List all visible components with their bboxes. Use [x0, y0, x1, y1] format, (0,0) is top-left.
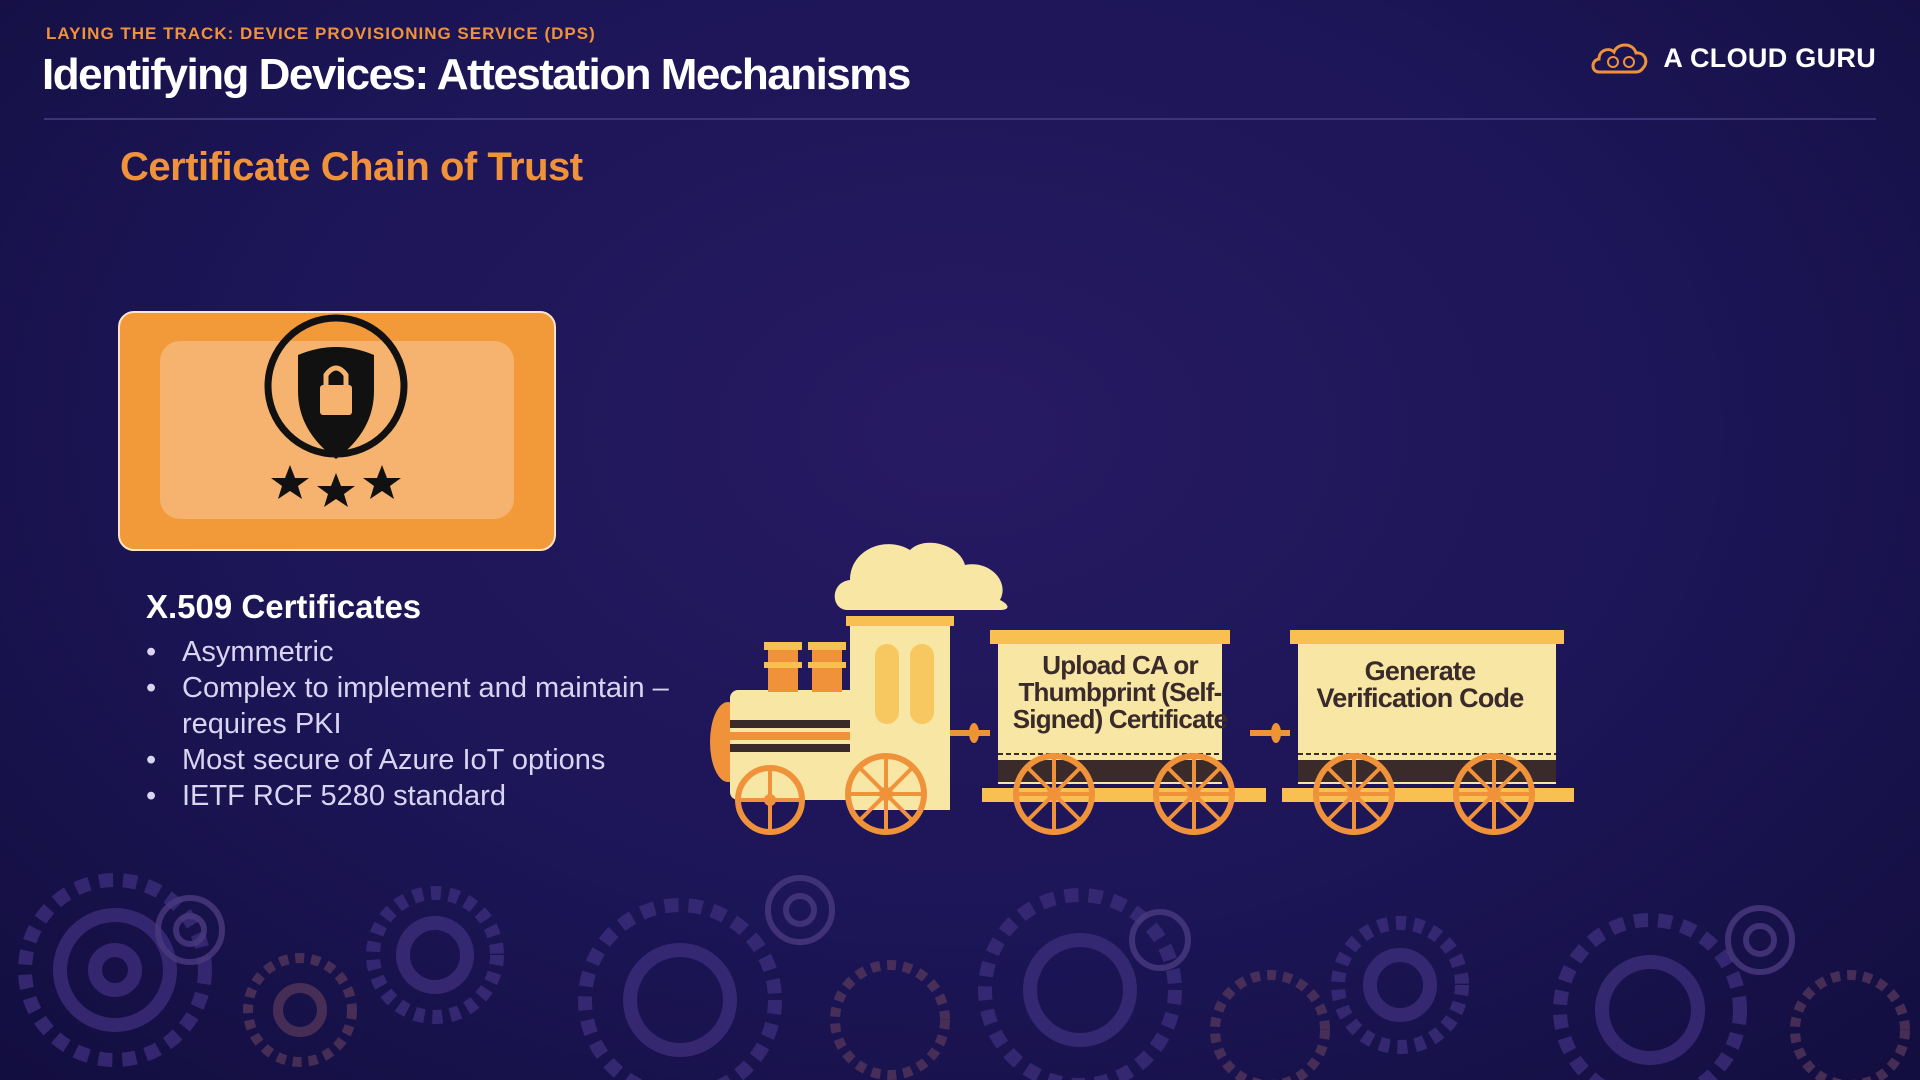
certificate-card: [118, 311, 556, 551]
shield-lock-stars-icon: [264, 314, 408, 507]
brand-name: A CLOUD GURU: [1663, 42, 1876, 73]
list-item: Asymmetric: [146, 634, 702, 670]
smoke-cloud-icon: [834, 542, 1008, 610]
train-illustration: [710, 542, 1574, 835]
wheel-icon: [735, 753, 1535, 835]
bullet-list: Asymmetric Complex to implement and main…: [146, 634, 702, 814]
page-title: Identifying Devices: Attestation Mechani…: [42, 50, 911, 99]
brand-logo: A CLOUD GURU: [1589, 38, 1876, 78]
locomotive: [710, 616, 990, 810]
car1-label: Upload CA or Thumbprint (Self-Signed) Ce…: [1012, 650, 1228, 734]
cloud-logo-icon: [1591, 43, 1648, 74]
gears-background: [18, 873, 1910, 1080]
section-kicker: LAYING THE TRACK: DEVICE PROVISIONING SE…: [46, 24, 596, 43]
header-divider: [44, 118, 1876, 120]
list-item: Complex to implement and maintain – requ…: [146, 670, 702, 742]
list-item: IETF RCF 5280 standard: [146, 778, 702, 814]
list-item: Most secure of Azure IoT options: [146, 742, 702, 778]
slide-subtitle: Certificate Chain of Trust: [120, 145, 583, 189]
car2-label: Generate Verification Code: [1316, 656, 1525, 713]
section-heading: X.509 Certificates: [146, 588, 422, 625]
